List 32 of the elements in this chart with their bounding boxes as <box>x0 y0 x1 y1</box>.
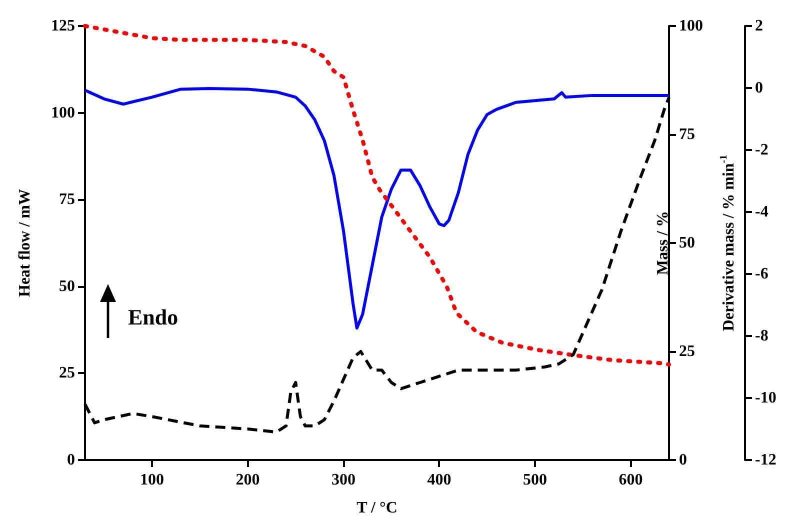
x-tick-label: 200 <box>236 472 260 488</box>
y3-tick-label: -2 <box>755 142 768 158</box>
y3-tick-label: -12 <box>755 452 776 468</box>
y-tick-label: 50 <box>59 278 75 295</box>
y2-axis-title: Mass / % <box>654 211 672 275</box>
y3-tick-label: 2 <box>755 18 763 34</box>
line-series <box>83 24 671 367</box>
y-tick-label: 25 <box>59 364 75 382</box>
y2-tick-label: 50 <box>679 234 695 252</box>
y3-tick-label: -8 <box>755 328 768 344</box>
x-tick-label: 600 <box>618 472 643 488</box>
y-tick-label: 0 <box>67 452 75 468</box>
y-tick-label: 75 <box>59 191 75 208</box>
y-axis-title: Heat flow / mW <box>16 189 34 297</box>
x-tick-label: 300 <box>331 472 356 488</box>
y2-tick-label: 100 <box>679 18 703 34</box>
y3-tick-label: -10 <box>755 390 776 406</box>
y2-tick-label: 75 <box>679 126 695 143</box>
x-axis-title: T / °C <box>356 500 398 516</box>
x-tick-label: 400 <box>427 472 452 488</box>
y-tick-label: 125 <box>51 18 75 34</box>
y2-tick-label: 25 <box>679 343 695 360</box>
y3-tick-label: -6 <box>755 266 768 282</box>
y-tick-label: 100 <box>51 104 75 122</box>
y3-axis-title: Derivative mass / % min-1 <box>718 154 738 332</box>
y2-tick-label: 0 <box>679 452 687 468</box>
line-series <box>84 86 670 330</box>
annotation: Endo <box>128 304 178 330</box>
x-tick-label: 100 <box>140 472 164 488</box>
y3-tick-label: 0 <box>755 80 763 96</box>
x-tick-label: 500 <box>522 472 547 488</box>
y3-tick-label: -4 <box>755 204 768 220</box>
